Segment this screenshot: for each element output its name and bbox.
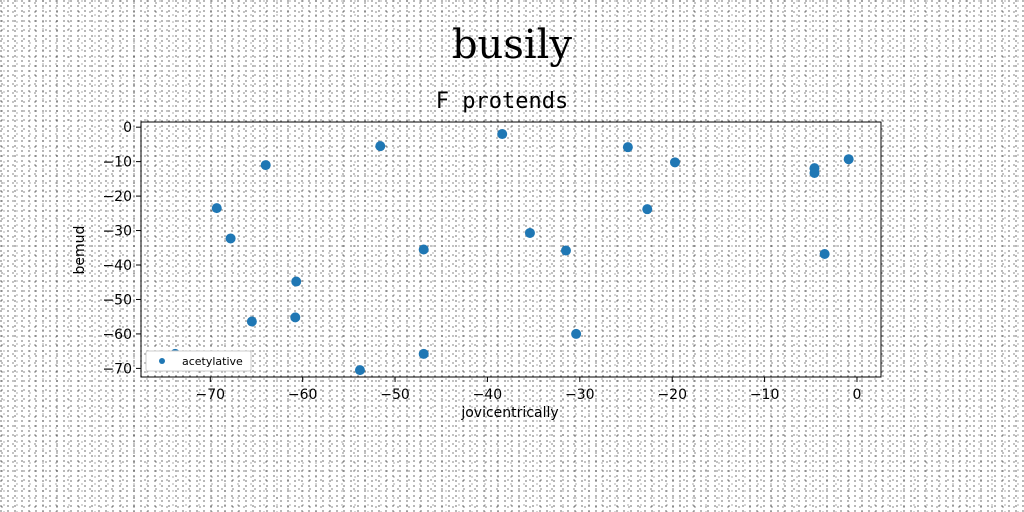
data-point xyxy=(291,276,302,287)
x-tick-label: −50 xyxy=(380,387,410,403)
x-tick-label: −30 xyxy=(565,387,595,403)
x-axis-label: jovicentrically xyxy=(460,405,558,421)
legend-box xyxy=(145,350,252,372)
x-tick-label: −40 xyxy=(473,387,503,403)
x-tick-label: −70 xyxy=(196,387,226,403)
data-points xyxy=(170,129,854,376)
data-point xyxy=(211,203,222,214)
data-point xyxy=(246,316,257,327)
data-point xyxy=(260,160,271,171)
data-point xyxy=(843,154,854,165)
legend: acetylative xyxy=(145,350,252,372)
data-point xyxy=(354,365,365,376)
chart-title: F protends xyxy=(436,89,568,114)
data-point xyxy=(669,157,680,168)
data-point xyxy=(560,245,571,256)
data-point xyxy=(418,244,429,255)
x-tick-label: −10 xyxy=(750,387,780,403)
y-tick-label: −70 xyxy=(102,361,132,377)
page-title: busily xyxy=(451,22,573,68)
data-point xyxy=(622,142,633,153)
y-tick-label: −20 xyxy=(102,189,132,205)
data-point xyxy=(819,248,830,259)
data-point xyxy=(571,328,582,339)
y-tick-label: −50 xyxy=(102,292,132,308)
data-point xyxy=(375,141,386,152)
data-point xyxy=(497,129,508,140)
axes: −70 −60 −50 −40 −30 −20 −10 0 0 −10 −20 −30 −40 −50 −6… xyxy=(102,120,861,403)
y-tick-label: −30 xyxy=(102,224,132,240)
x-tick-label: −60 xyxy=(288,387,318,403)
legend-label: acetylative xyxy=(182,355,243,368)
y-axis-label: bemud xyxy=(72,226,88,275)
plot-area xyxy=(140,121,882,378)
y-tick-label: −10 xyxy=(102,155,132,171)
x-tick-label: 0 xyxy=(853,387,862,403)
data-point xyxy=(524,227,535,238)
data-point xyxy=(225,233,236,244)
y-tick-label: −40 xyxy=(102,258,132,274)
data-point xyxy=(809,168,820,178)
data-point xyxy=(642,204,653,215)
data-point xyxy=(418,348,429,359)
data-point xyxy=(290,312,301,323)
x-tick-label: −20 xyxy=(657,387,687,403)
y-tick-label: 0 xyxy=(123,120,132,136)
legend-marker xyxy=(159,358,165,364)
y-tick-label: −60 xyxy=(102,327,132,343)
